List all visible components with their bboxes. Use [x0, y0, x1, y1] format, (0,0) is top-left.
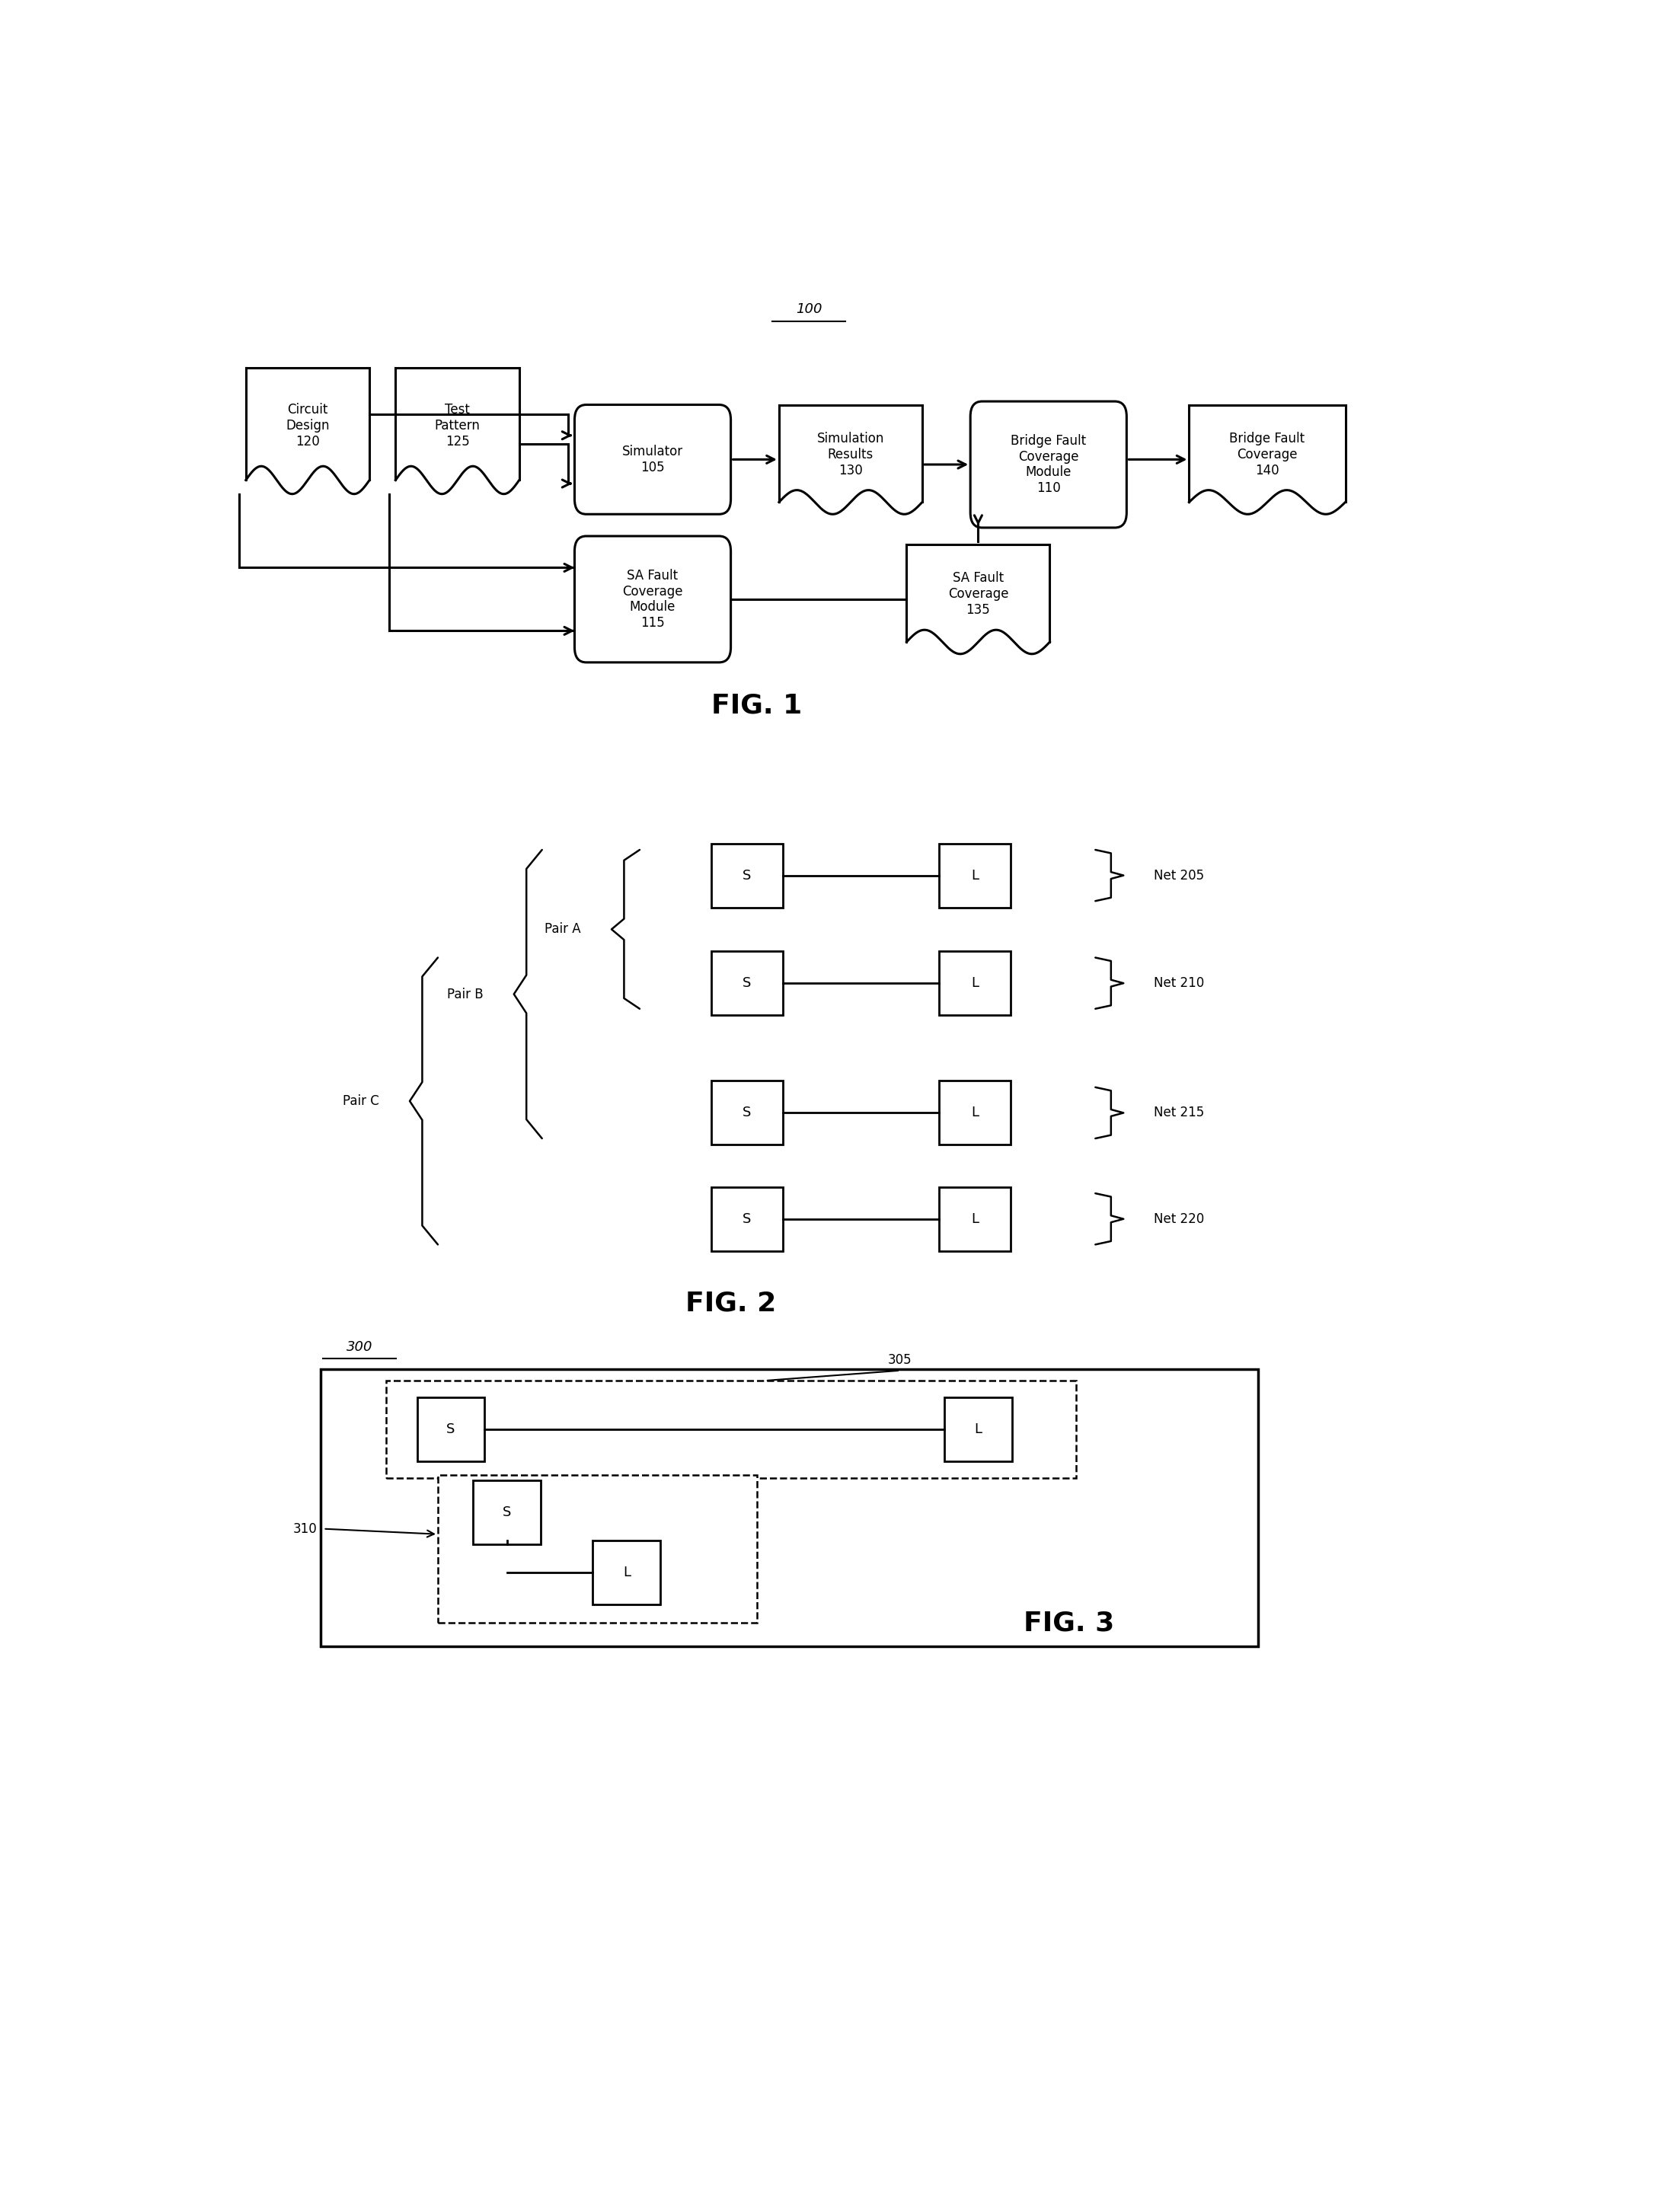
Polygon shape: [907, 545, 1050, 654]
Text: Net 205: Net 205: [1154, 868, 1205, 881]
Bar: [321, 1369, 1258, 1647]
Text: Pair B: Pair B: [447, 986, 484, 1002]
Bar: [944, 1397, 1011, 1461]
Polygon shape: [245, 367, 370, 494]
Bar: [939, 1188, 1011, 1251]
Text: L: L: [971, 975, 979, 991]
Text: Net 220: Net 220: [1154, 1212, 1205, 1225]
Text: Pair A: Pair A: [544, 923, 581, 936]
Text: L: L: [971, 868, 979, 881]
Text: L: L: [974, 1422, 983, 1437]
Text: S: S: [743, 1107, 751, 1120]
Text: L: L: [971, 1107, 979, 1120]
Text: 305: 305: [889, 1354, 912, 1367]
Bar: [386, 1380, 1075, 1478]
Text: L: L: [971, 1212, 979, 1225]
Text: 310: 310: [292, 1522, 318, 1535]
Polygon shape: [780, 405, 922, 514]
FancyBboxPatch shape: [575, 536, 731, 663]
Text: Net 210: Net 210: [1154, 975, 1205, 991]
Bar: [711, 844, 783, 908]
Text: S: S: [743, 975, 751, 991]
Text: Circuit
Design
120: Circuit Design 120: [286, 402, 329, 448]
Text: S: S: [743, 1212, 751, 1225]
Text: S: S: [447, 1422, 455, 1437]
Bar: [438, 1474, 758, 1623]
Text: Pair C: Pair C: [343, 1094, 380, 1109]
Bar: [593, 1540, 660, 1605]
Text: SA Fault
Coverage
Module
115: SA Fault Coverage Module 115: [622, 569, 684, 630]
FancyBboxPatch shape: [575, 405, 731, 514]
Bar: [474, 1481, 541, 1544]
Text: S: S: [502, 1505, 511, 1518]
FancyBboxPatch shape: [971, 402, 1127, 527]
Text: FIG. 2: FIG. 2: [685, 1290, 776, 1317]
Text: Test
Pattern
125: Test Pattern 125: [435, 402, 480, 448]
Text: 100: 100: [796, 302, 822, 317]
Text: Simulator
105: Simulator 105: [622, 444, 684, 475]
Bar: [939, 1080, 1011, 1144]
Bar: [939, 951, 1011, 1015]
Text: S: S: [743, 868, 751, 881]
Text: Bridge Fault
Coverage
Module
110: Bridge Fault Coverage Module 110: [1011, 433, 1087, 494]
Bar: [711, 1080, 783, 1144]
Text: SA Fault
Coverage
135: SA Fault Coverage 135: [948, 571, 1008, 617]
Bar: [711, 951, 783, 1015]
Polygon shape: [1189, 405, 1346, 514]
Text: 300: 300: [346, 1341, 373, 1354]
Text: Net 215: Net 215: [1154, 1107, 1205, 1120]
Text: L: L: [623, 1566, 630, 1579]
Bar: [939, 844, 1011, 908]
Text: Simulation
Results
130: Simulation Results 130: [816, 431, 884, 477]
Text: FIG. 1: FIG. 1: [711, 693, 803, 717]
Bar: [417, 1397, 486, 1461]
Bar: [711, 1188, 783, 1251]
Text: Bridge Fault
Coverage
140: Bridge Fault Coverage 140: [1230, 431, 1305, 477]
Text: FIG. 3: FIG. 3: [1023, 1610, 1116, 1636]
Polygon shape: [395, 367, 519, 494]
